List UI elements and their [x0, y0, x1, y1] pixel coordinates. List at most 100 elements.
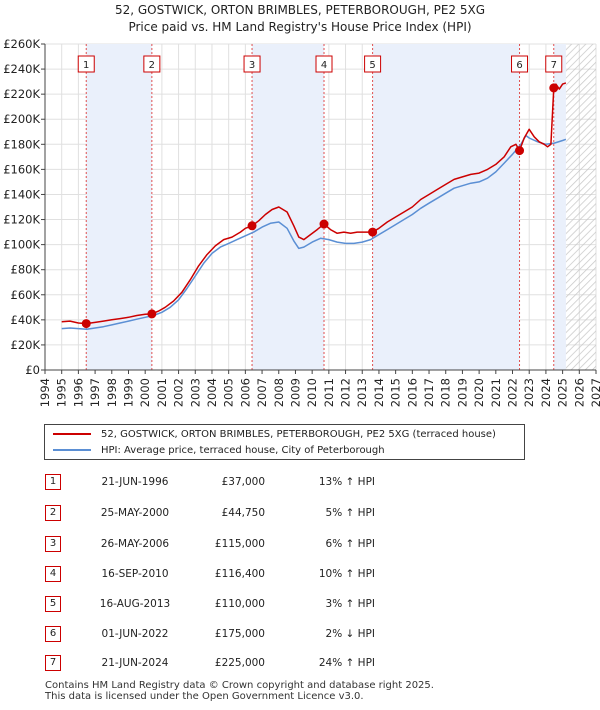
x-tick-label: 2012 — [339, 378, 353, 407]
row-price: £225,000 — [214, 657, 265, 669]
x-tick-label: 2025 — [556, 378, 570, 407]
row-hpi-change: 5% ↑ HPI — [325, 507, 375, 519]
row-number: 2 — [45, 505, 61, 521]
footer-licence: This data is licensed under the Open Gov… — [45, 691, 364, 702]
row-price: £110,000 — [214, 598, 265, 610]
transaction-label: 2 — [149, 60, 155, 71]
x-tick-label: 2022 — [506, 378, 520, 407]
x-tick-label: 2004 — [205, 378, 219, 407]
x-tick-label: 2015 — [389, 378, 403, 407]
row-number: 1 — [45, 474, 61, 490]
transaction-label: 4 — [321, 60, 327, 71]
x-tick-label: 2008 — [272, 378, 286, 407]
chart-subtitle: Price paid vs. HM Land Registry's House … — [128, 20, 471, 34]
transaction-label-box — [511, 55, 529, 73]
y-tick-label: £220K — [3, 87, 40, 101]
row-date: 16-SEP-2010 — [101, 568, 169, 580]
x-tick-label: 2011 — [322, 378, 336, 407]
y-tick-label: £0 — [25, 363, 40, 377]
shade-band — [252, 44, 325, 370]
row-hpi-change: 13% ↑ HPI — [318, 476, 375, 488]
legend-swatch-hpi — [53, 449, 91, 451]
shade-band — [372, 44, 520, 370]
table-row: 6 01-JUN-2022 £175,000 2% ↓ HPI — [0, 626, 600, 646]
transaction-label-box — [243, 55, 261, 73]
transaction-point — [319, 219, 329, 229]
legend: 52, GOSTWICK, ORTON BRIMBLES, PETERBOROU… — [44, 424, 525, 460]
x-tick-label: 2016 — [405, 378, 419, 407]
x-tick-label: 2020 — [472, 378, 486, 407]
row-price: £116,400 — [214, 568, 265, 580]
x-tick-label: 2027 — [589, 378, 600, 407]
row-hpi-change: 3% ↑ HPI — [325, 598, 375, 610]
transaction-shading — [85, 44, 596, 370]
transaction-label-box — [364, 55, 382, 73]
row-price: £115,000 — [214, 538, 265, 550]
row-price: £37,000 — [221, 476, 265, 488]
legend-item-property: 52, GOSTWICK, ORTON BRIMBLES, PETERBOROU… — [53, 428, 496, 442]
transaction-label: 7 — [551, 60, 557, 71]
x-tick-label: 1996 — [71, 378, 85, 407]
transaction-point — [515, 146, 525, 156]
row-price: £175,000 — [214, 628, 265, 640]
row-date: 21-JUN-2024 — [101, 657, 169, 669]
x-tick-label: 2010 — [305, 378, 319, 407]
table-row: 2 25-MAY-2000 £44,750 5% ↑ HPI — [0, 505, 600, 525]
x-tick-label: 2019 — [455, 378, 469, 407]
transaction-label-box — [315, 55, 333, 73]
transaction-point — [247, 221, 257, 231]
row-number: 3 — [45, 536, 61, 552]
y-tick-label: £160K — [3, 162, 40, 176]
transaction-label: 3 — [249, 60, 255, 71]
row-number: 7 — [45, 655, 61, 671]
transaction-label-box — [77, 55, 95, 73]
row-number: 5 — [45, 596, 61, 612]
row-price: £44,750 — [221, 507, 265, 519]
x-tick-label: 1997 — [88, 378, 102, 407]
y-tick-label: £120K — [3, 213, 40, 227]
x-tick-label: 2017 — [422, 378, 436, 407]
legend-label-hpi: HPI: Average price, terraced house, City… — [101, 445, 385, 456]
x-tick-label: 2007 — [255, 378, 269, 407]
transaction-point — [368, 227, 378, 237]
row-date: 25-MAY-2000 — [100, 507, 170, 519]
row-date: 16-AUG-2013 — [99, 598, 171, 610]
table-row: 7 21-JUN-2024 £225,000 24% ↑ HPI — [0, 655, 600, 675]
transaction-label-box — [143, 55, 161, 73]
legend-swatch-property — [53, 433, 91, 435]
x-tick-label: 2013 — [355, 378, 369, 407]
row-number: 4 — [45, 566, 61, 582]
x-tick-label: 2023 — [522, 378, 536, 407]
transaction-point — [81, 319, 91, 329]
x-tick-label: 2024 — [539, 378, 553, 407]
y-tick-label: £240K — [3, 62, 40, 76]
shade-band — [86, 44, 152, 370]
x-tick-label: 2026 — [572, 378, 586, 407]
table-row: 4 16-SEP-2010 £116,400 10% ↑ HPI — [0, 566, 600, 586]
transaction-markers: 1 2 3 4 5 6 7 — [77, 55, 563, 329]
y-tick-label: £200K — [3, 112, 40, 126]
y-tick-label: £100K — [3, 238, 40, 252]
row-hpi-change: 10% ↑ HPI — [318, 568, 375, 580]
row-date: 01-JUN-2022 — [101, 628, 169, 640]
x-tick-label: 1999 — [121, 378, 135, 407]
table-row: 1 21-JUN-1996 £37,000 13% ↑ HPI — [0, 474, 600, 494]
y-tick-label: £260K — [3, 37, 40, 51]
row-hpi-change: 24% ↑ HPI — [318, 657, 375, 669]
row-hpi-change: 6% ↑ HPI — [325, 538, 375, 550]
y-tick-label: £140K — [3, 187, 40, 201]
legend-label-property: 52, GOSTWICK, ORTON BRIMBLES, PETERBOROU… — [101, 429, 496, 440]
x-tick-label: 1994 — [38, 378, 52, 407]
transaction-label: 6 — [516, 60, 522, 71]
future-hatch — [565, 44, 596, 370]
x-tick-label: 2018 — [439, 378, 453, 407]
x-tick-label: 2021 — [489, 378, 503, 407]
row-hpi-change: 2% ↓ HPI — [325, 628, 375, 640]
y-tick-label: £180K — [3, 137, 40, 151]
x-tick-label: 2002 — [172, 378, 186, 407]
transaction-label: 1 — [83, 60, 89, 71]
legend-item-hpi: HPI: Average price, terraced house, City… — [53, 444, 385, 458]
x-tick-label: 1995 — [55, 378, 69, 407]
chart-title: 52, GOSTWICK, ORTON BRIMBLES, PETERBOROU… — [115, 3, 485, 17]
table-row: 3 26-MAY-2006 £115,000 6% ↑ HPI — [0, 536, 600, 556]
